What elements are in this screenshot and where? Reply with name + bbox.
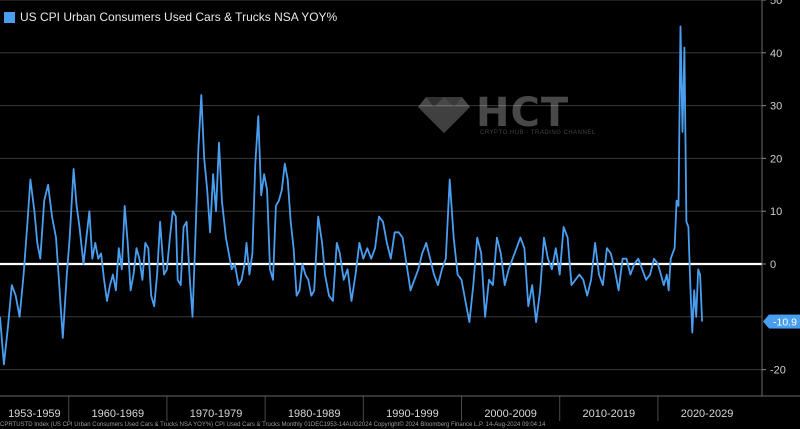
last-value-pointer bbox=[763, 314, 769, 329]
last-value-box bbox=[769, 314, 800, 329]
watermark-subtitle: CRYPTO HUB · TRADING CHANNEL bbox=[480, 130, 596, 136]
x-axis-separators bbox=[68, 396, 659, 421]
y-tick-label--20: -20 bbox=[770, 365, 786, 377]
y-tick-label-30: 30 bbox=[770, 101, 782, 113]
y-tick-label-10: 10 bbox=[770, 206, 782, 218]
x-axis-category-labels: 1953-1959 1960-1969 1970-1979 1980-1989 1990… bbox=[8, 408, 733, 420]
x-category-label-1960-1969: 1960-1969 bbox=[92, 408, 145, 420]
legend-label: US CPI Urban Consumers Used Cars & Truck… bbox=[20, 10, 338, 24]
watermark-text: HCT bbox=[476, 90, 570, 136]
y-axis-ticks: 50 40 30 20 10 0 -20 bbox=[762, 0, 786, 377]
x-category-label-1970-1979: 1970-1979 bbox=[190, 408, 243, 420]
footer-source-text: CPRTUSTD Index (US CPI Urban Consumers U… bbox=[0, 422, 546, 428]
chart-legend: US CPI Urban Consumers Used Cars & Truck… bbox=[4, 10, 337, 24]
x-category-label-1980-1989: 1980-1989 bbox=[288, 408, 341, 420]
series-line-used-cars-cpi bbox=[0, 25, 703, 366]
gridlines bbox=[0, 0, 762, 371]
watermark-logo: HCT CRYPTO HUB · TRADING CHANNEL bbox=[418, 90, 595, 136]
y-tick-label-40: 40 bbox=[770, 48, 782, 60]
x-category-label-1990-1999: 1990-1999 bbox=[386, 408, 439, 420]
legend-swatch bbox=[4, 11, 15, 23]
x-category-label-1953-1959: 1953-1959 bbox=[8, 408, 61, 420]
y-tick-label-20: 20 bbox=[770, 153, 782, 165]
y-tick-label-0: 0 bbox=[770, 259, 776, 271]
last-value-label: -10.9 bbox=[773, 317, 797, 329]
diamond-logo-icon bbox=[418, 97, 470, 133]
x-category-label-2020-2029: 2020-2029 bbox=[681, 408, 734, 420]
y-tick-label-50: 50 bbox=[770, 0, 782, 7]
last-value-marker: -10.9 bbox=[763, 314, 800, 329]
x-category-label-2000-2009: 2000-2009 bbox=[484, 408, 537, 420]
x-category-label-2010-2019: 2010-2019 bbox=[583, 408, 636, 420]
